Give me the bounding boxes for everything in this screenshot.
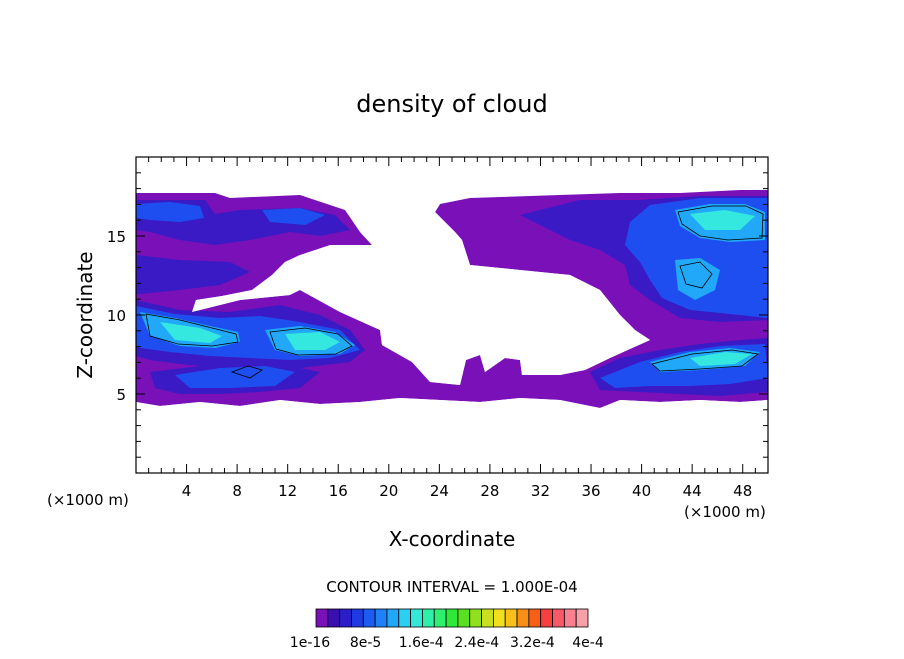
- colorbar-swatch: [504, 608, 518, 628]
- cloud-free-gap: [192, 200, 650, 385]
- colorbar-swatch: [492, 608, 506, 628]
- x-axis: 4 8 12 16 20 24 28 32 36 40 44 48: [148, 157, 756, 500]
- colorbar-label: 1.6e-4: [399, 635, 444, 651]
- colorbar-swatch: [552, 608, 565, 628]
- colorbar-swatch: [339, 608, 352, 628]
- density-level-5-region: [690, 210, 755, 230]
- x-tick-label: 20: [379, 482, 398, 500]
- contour-line: [269, 327, 353, 356]
- contour-line: [145, 313, 239, 347]
- density-level-3-region: [175, 366, 295, 388]
- x-axis-title: X-coordinate: [389, 527, 516, 551]
- colorbar-swatch: [575, 608, 589, 628]
- y-axis-title: Z-coordinate: [73, 251, 97, 378]
- colorbar-label: 2.4e-4: [454, 635, 499, 651]
- colorbar-label: 8e-5: [350, 635, 381, 651]
- contour-interval-text: CONTOUR INTERVAL = 1.000E-04: [326, 578, 577, 596]
- contour-line: [679, 261, 713, 289]
- colorbar-label: 3.2e-4: [510, 635, 555, 651]
- density-level-2-region: [136, 255, 250, 294]
- colorbar-swatch: [422, 608, 435, 628]
- colorbar-swatch: [481, 608, 494, 628]
- contour-lines: [145, 205, 764, 379]
- y-tick-label: 10: [107, 307, 126, 325]
- x-tick-label: 44: [683, 482, 702, 500]
- density-level-3-region: [262, 208, 325, 225]
- colorbar: [315, 608, 589, 628]
- density-level-5-region: [285, 332, 340, 350]
- y-unit-label: (×1000 m): [47, 491, 129, 509]
- cloud-free-bottom: [136, 398, 768, 473]
- x-tick-label: 32: [531, 482, 550, 500]
- colorbar-label: 4e-4: [572, 635, 604, 651]
- colorbar-swatch: [516, 608, 530, 628]
- colorbar-label: 1e-16: [290, 635, 330, 651]
- colorbar-swatch: [398, 608, 412, 628]
- colorbar-swatch: [469, 608, 482, 628]
- colorbar-swatch: [327, 608, 341, 628]
- y-tick-label: 15: [107, 228, 126, 246]
- density-level-4-region: [675, 258, 720, 300]
- chart-title: density of cloud: [356, 90, 547, 118]
- colorbar-swatch: [315, 608, 329, 628]
- x-tick-label: 36: [581, 482, 600, 500]
- colorbar-swatch: [528, 608, 542, 628]
- colorbar-swatch: [351, 608, 364, 628]
- colorbar-swatch: [374, 608, 388, 628]
- x-tick-label: 24: [430, 482, 449, 500]
- cloud-density-field: [136, 157, 768, 473]
- colorbar-swatch: [362, 608, 376, 628]
- y-tick-label: 5: [116, 386, 126, 404]
- x-tick-label: 12: [278, 482, 297, 500]
- colorbar-swatch: [410, 608, 423, 628]
- x-unit-label: (×1000 m): [684, 503, 766, 521]
- x-tick-label: 40: [632, 482, 651, 500]
- colorbar-swatch: [386, 608, 400, 628]
- x-tick-label: 8: [232, 482, 242, 500]
- x-tick-label: 48: [733, 482, 752, 500]
- x-tick-label: 16: [329, 482, 348, 500]
- colorbar-swatch: [540, 608, 553, 628]
- colorbar-swatch: [445, 608, 459, 628]
- density-level-5-region: [160, 322, 222, 343]
- contour-line: [230, 365, 263, 379]
- colorbar-labels: 1e-16 8e-5 1.6e-4 2.4e-4 3.2e-4 4e-4: [290, 635, 604, 651]
- colorbar-swatch: [563, 608, 577, 628]
- contour-line: [677, 205, 764, 241]
- density-level-5-region: [690, 352, 752, 366]
- density-level-3-region: [136, 202, 204, 222]
- x-tick-label: 28: [480, 482, 499, 500]
- contour-line: [651, 349, 760, 372]
- cloud-free-top: [136, 157, 768, 190]
- colorbar-swatch: [433, 608, 447, 628]
- y-axis: 5 10 15: [107, 172, 768, 458]
- colorbar-swatch: [457, 608, 471, 628]
- x-tick-label: 4: [182, 482, 192, 500]
